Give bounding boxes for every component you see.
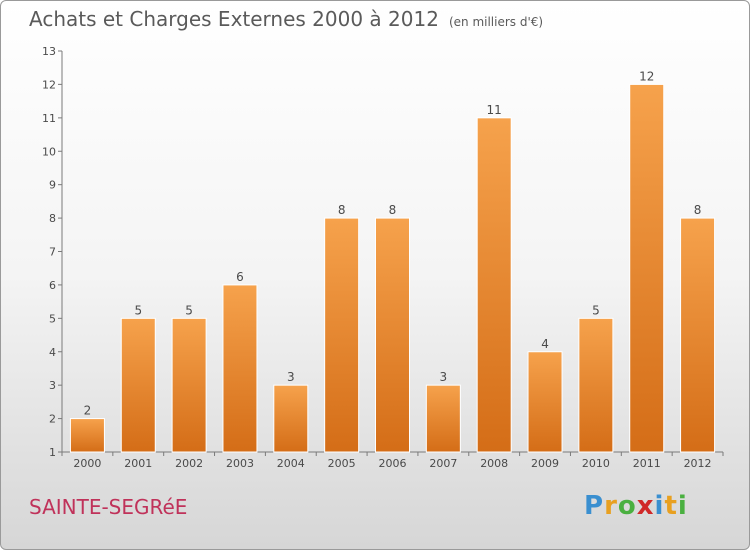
title-text: Achats et Charges Externes 2000 à 2012 xyxy=(29,7,439,31)
bar xyxy=(629,83,665,453)
data-label: 4 xyxy=(541,337,549,351)
chart-title: Achats et Charges Externes 2000 à 2012 (e… xyxy=(29,7,543,31)
x-tick-label: 2001 xyxy=(124,457,152,470)
logo-letter: r xyxy=(604,491,618,521)
bar xyxy=(120,317,156,453)
x-tick-label: 2011 xyxy=(633,457,661,470)
y-tick-label: 5 xyxy=(49,312,56,325)
y-tick-label: 8 xyxy=(49,212,56,225)
data-label: 5 xyxy=(134,303,142,317)
logo-letter: o xyxy=(617,491,637,521)
y-tick-label: 9 xyxy=(49,179,56,192)
x-tick-label: 2000 xyxy=(73,457,101,470)
x-tick-label: 2002 xyxy=(175,457,203,470)
x-tick-label: 2012 xyxy=(684,457,712,470)
title-unit: (en milliers d'€) xyxy=(448,15,544,29)
x-tick-label: 2009 xyxy=(531,457,559,470)
y-tick-label: 11 xyxy=(42,112,56,125)
data-label: 8 xyxy=(389,203,397,217)
y-tick-label: 4 xyxy=(49,346,56,359)
bar xyxy=(69,418,105,453)
data-label: 5 xyxy=(185,303,193,317)
bar xyxy=(527,351,563,453)
logo-letter: P xyxy=(584,491,605,521)
y-tick-label: 13 xyxy=(42,45,56,58)
bar xyxy=(375,217,410,453)
data-label: 8 xyxy=(694,203,702,217)
x-tick-label: 2003 xyxy=(226,457,254,470)
data-label: 5 xyxy=(592,303,600,317)
x-tick-label: 2005 xyxy=(328,457,356,470)
logo-letter: i xyxy=(677,491,688,521)
bar xyxy=(273,384,309,453)
x-tick-label: 2010 xyxy=(582,457,610,470)
x-tick-label: 2006 xyxy=(379,457,407,470)
bar xyxy=(578,317,614,453)
data-label: 6 xyxy=(236,270,244,284)
proxiti-logo: Proxiti xyxy=(584,491,688,521)
y-tick-label: 2 xyxy=(49,413,56,426)
data-label: 2 xyxy=(84,404,92,418)
commune-name: SAINTE-SEGRéE xyxy=(29,495,188,519)
x-tick-label: 2004 xyxy=(277,457,305,470)
data-label: 3 xyxy=(287,370,295,384)
y-tick-label: 7 xyxy=(49,246,56,259)
y-tick-label: 12 xyxy=(42,78,56,91)
data-label: 11 xyxy=(487,103,502,117)
y-tick-label: 1 xyxy=(49,446,56,459)
logo-letter: t xyxy=(664,491,678,521)
data-label: 3 xyxy=(440,370,448,384)
bar xyxy=(324,217,360,453)
y-tick-label: 3 xyxy=(49,379,56,392)
bar xyxy=(476,117,512,453)
bar xyxy=(680,217,716,453)
logo-letter: i xyxy=(654,491,665,521)
logo-letter: x xyxy=(636,491,655,521)
data-label: 8 xyxy=(338,203,346,217)
x-tick-label: 2007 xyxy=(429,457,457,470)
bar xyxy=(222,284,258,453)
y-tick-label: 6 xyxy=(49,279,56,292)
data-label: 12 xyxy=(639,69,654,83)
y-tick-label: 10 xyxy=(42,145,56,158)
x-tick-label: 2008 xyxy=(480,457,508,470)
bar xyxy=(425,384,461,453)
bar xyxy=(171,317,207,453)
